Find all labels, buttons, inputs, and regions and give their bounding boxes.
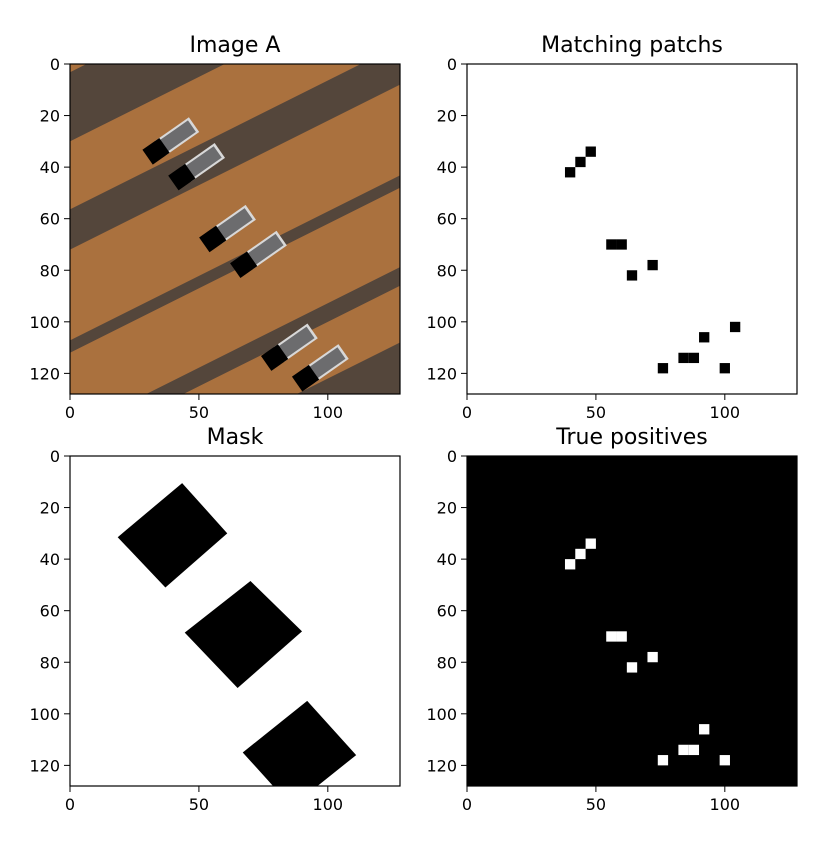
image-a-ytick-label: 20: [40, 107, 60, 126]
mask-content: [117, 483, 357, 786]
mask-panel: Mask 0 50 100 0 20 40 60 80 100 120: [29, 425, 401, 814]
patch-cell: [564, 167, 576, 178]
panel-background: [467, 456, 797, 786]
image-a-vehicle: [230, 230, 287, 279]
mask-region: [184, 581, 303, 689]
image-a-xtick-label: 100: [313, 403, 344, 422]
image-a-vehicle: [261, 323, 318, 371]
patch-cell: [626, 662, 638, 673]
mask-xtick-label: 0: [65, 795, 75, 814]
true-positives-panel: True positives 0 50 100 0 20 40 60 80 100 120: [426, 425, 798, 814]
image-a-frame: [69, 63, 401, 395]
true-positives-ytick-label: 20: [437, 499, 457, 518]
matching-patchs-frame: [466, 63, 798, 395]
image-a-panel: Image A 0 50 100 0 20 40 60 80 100 120: [29, 33, 401, 422]
patch-cell: [616, 239, 627, 250]
image-a-xtick-label: 0: [65, 403, 75, 422]
patch-cell: [699, 332, 710, 343]
patch-cell: [699, 724, 710, 735]
image-a-title: Image A: [190, 33, 281, 58]
true-positives-xtick-label: 0: [462, 795, 472, 814]
matching-patchs-panel: Matching patchs 0 50 100 0 20 40 60 80 100 120: [426, 33, 798, 422]
image-a-ytick-label: 120: [29, 364, 60, 383]
matching-patchs-ytick-label: 100: [426, 313, 457, 332]
image-a-ytick-label: 80: [40, 261, 60, 280]
patch-cell: [616, 631, 627, 642]
patch-cell: [657, 755, 669, 766]
patch-cell: [678, 352, 689, 364]
image-a-content: [70, 64, 400, 394]
matching-patchs-ytick-label: 120: [426, 364, 457, 383]
patch-cell: [678, 744, 689, 756]
patch-cell: [647, 259, 658, 271]
matching-patchs-ytick-label: 40: [437, 158, 457, 177]
matching-patchs-xtick-label: 50: [586, 403, 606, 422]
image-a-soil-stripe: [70, 64, 87, 73]
true-positives-xtick-label: 50: [586, 795, 606, 814]
matching-patchs-title: Matching patchs: [541, 33, 723, 58]
patch-cell: [575, 156, 586, 168]
mask-region: [117, 483, 228, 588]
mask-ytick-label: 20: [40, 499, 60, 518]
image-a-ytick-label: 100: [29, 313, 60, 332]
matching-patchs-ytick-label: 60: [437, 210, 457, 229]
image-a-vehicle: [199, 204, 256, 253]
panel-background: [467, 64, 797, 394]
matching-patchs-xtick-label: 0: [462, 403, 472, 422]
mask-xtick-label: 50: [189, 795, 209, 814]
matching-patchs-ytick-label: 20: [437, 107, 457, 126]
true-positives-ytick-label: 0: [447, 447, 457, 466]
image-a-vehicle: [291, 344, 349, 392]
true-positives-ytick-label: 100: [426, 705, 457, 724]
patch-cell: [657, 363, 669, 374]
image-a-xtick-label: 50: [189, 403, 209, 422]
image-a-ytick-label: 40: [40, 158, 60, 177]
image-a-vehicle: [168, 143, 226, 191]
image-a-vehicle: [142, 117, 200, 165]
patch-cell: [575, 548, 586, 560]
mask-ytick-label: 40: [40, 550, 60, 569]
mask-ytick-label: 0: [50, 447, 60, 466]
mask-ytick-label: 100: [29, 705, 60, 724]
mask-ytick-label: 80: [40, 653, 60, 672]
image-a-ytick-label: 60: [40, 210, 60, 229]
mask-title: Mask: [207, 425, 264, 450]
image-a-soil-stripe: [70, 187, 400, 394]
patch-cell: [585, 538, 596, 549]
mask-ytick-label: 120: [29, 756, 60, 775]
mask-ytick-label: 60: [40, 602, 60, 621]
patch-cell: [606, 239, 617, 250]
true-positives-title: True positives: [555, 425, 707, 450]
true-positives-ytick-label: 80: [437, 653, 457, 672]
patch-cell: [688, 352, 700, 364]
patch-cell: [564, 559, 576, 570]
true-positives-frame: [466, 455, 798, 787]
image-a-ytick-label: 0: [50, 55, 60, 74]
patch-cell: [606, 631, 617, 642]
patch-cell: [688, 744, 700, 756]
image-a-soil-stripe: [70, 64, 361, 210]
matching-patchs-xtick-label: 100: [710, 403, 741, 422]
matching-patchs-ytick-label: 80: [437, 261, 457, 280]
true-positives-xtick-label: 100: [710, 795, 741, 814]
mask-region: [242, 700, 357, 786]
matching-patchs-ytick-label: 0: [447, 55, 457, 74]
patch-cell: [719, 363, 730, 374]
patch-cell: [626, 270, 638, 281]
true-positives-ytick-label: 120: [426, 756, 457, 775]
patch-cell: [719, 755, 730, 766]
mask-xtick-label: 100: [313, 795, 344, 814]
true-positives-ytick-label: 40: [437, 550, 457, 569]
true-positives-ytick-label: 60: [437, 602, 457, 621]
patch-cell: [729, 321, 741, 333]
mask-frame: [69, 455, 401, 787]
patch-cell: [585, 146, 596, 157]
patch-cell: [647, 651, 658, 663]
